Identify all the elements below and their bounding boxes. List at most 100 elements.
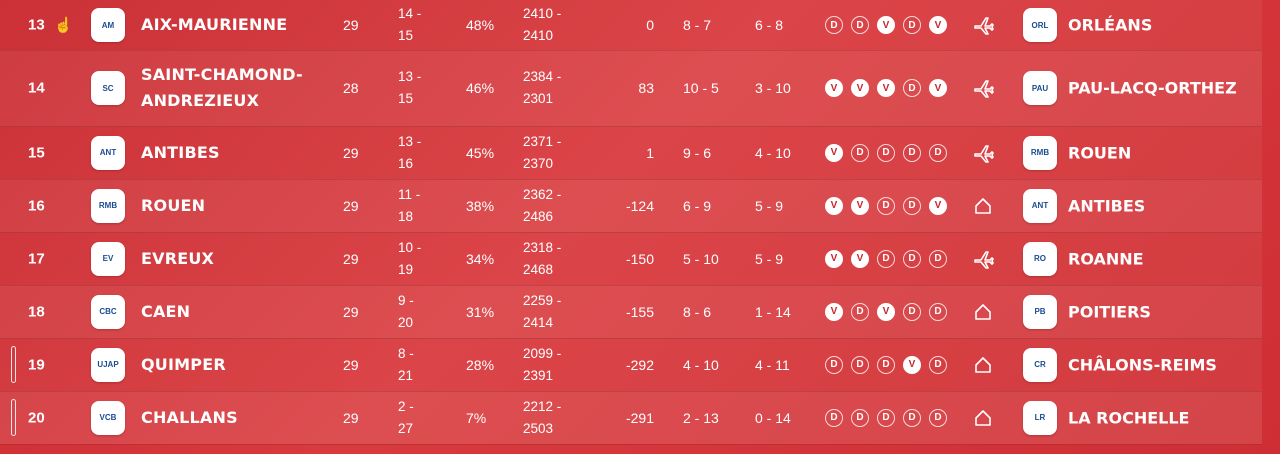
team-name[interactable]: SAINT-CHAMOND- ANDREZIEUX: [141, 62, 303, 114]
points-line: 2099 -: [523, 345, 562, 361]
loss-badge: D: [903, 408, 921, 427]
point-differential: -124: [625, 197, 654, 214]
point-differential: -291: [625, 409, 654, 426]
team-name[interactable]: AIX-MAURIENNE: [141, 12, 287, 38]
team-logo: EV: [91, 241, 125, 276]
home-house-icon: [972, 301, 994, 323]
win-percentage: 31%: [466, 303, 495, 320]
win-loss-line: 19: [398, 261, 414, 277]
points-line: 2391: [523, 367, 554, 383]
win-badge: V: [825, 143, 843, 162]
team-name[interactable]: CAEN: [141, 299, 190, 325]
loss-badge: D: [877, 196, 895, 215]
win-loss-record: 13 - 16: [398, 131, 421, 175]
loss-badge: D: [929, 408, 947, 427]
table-row[interactable]: 16 RMB ROUEN 29 11 - 18 38% 2362 - 2486 -124 6 - 9…: [0, 179, 1262, 233]
next-opponent-logo: PAU: [1023, 71, 1057, 105]
loss-badge: D: [877, 408, 895, 427]
loss-badge: D: [903, 302, 921, 321]
loss-badge: D: [877, 143, 895, 162]
team-logo: UJAP: [91, 347, 125, 382]
win-badge: V: [929, 196, 947, 215]
next-opponent-name[interactable]: CHÂLONS-REIMS: [1068, 355, 1217, 374]
points-line: 2362 -: [523, 186, 562, 202]
win-loss-line: 15: [398, 91, 414, 106]
win-badge: V: [851, 79, 869, 97]
win-loss-line: 27: [398, 420, 414, 436]
table-row[interactable]: 17 EV EVREUX 29 10 - 19 34% 2318 - 2468 -150 5 - 1…: [0, 232, 1262, 286]
next-opponent-name[interactable]: PAU-LACQ-ORTHEZ: [1068, 78, 1237, 98]
win-percentage: 28%: [466, 356, 495, 373]
win-loss-line: 8 -: [398, 345, 414, 361]
point-differential: 1: [646, 144, 654, 161]
points-for-against: 2099 - 2391: [523, 343, 561, 387]
next-opponent-name[interactable]: ROUEN: [1068, 143, 1132, 162]
rank-number: 14: [28, 79, 45, 97]
away-plane-icon: [972, 77, 994, 99]
team-name[interactable]: QUIMPER: [141, 352, 226, 378]
win-loss-line: 11 -: [398, 186, 421, 202]
table-row[interactable]: 15 ANT ANTIBES 29 13 - 16 45% 2371 - 2370 1 9 - 6 4…: [0, 126, 1262, 180]
points-for-against: 2362 - 2486: [523, 184, 561, 228]
points-for-against: 2212 - 2503: [523, 396, 561, 440]
home-record: 10 - 5: [683, 80, 719, 96]
team-name-line: ROUEN: [141, 195, 206, 215]
points-line: 2468: [523, 261, 554, 277]
team-name-line: ANTIBES: [141, 142, 220, 162]
point-differential: 83: [638, 80, 654, 96]
loss-badge: D: [877, 249, 895, 268]
team-logo: CBC: [91, 294, 125, 329]
away-record: 3 - 10: [755, 80, 791, 96]
points-line: 2414: [523, 314, 554, 330]
loss-badge: D: [851, 16, 869, 34]
points-line: 2259 -: [523, 292, 562, 308]
team-logo: AM: [91, 8, 125, 42]
win-badge: V: [851, 196, 869, 215]
relegation-marker: [11, 346, 16, 383]
team-name[interactable]: CHALLANS: [141, 405, 238, 431]
win-loss-record: 11 - 18: [398, 184, 420, 228]
win-badge: V: [825, 79, 843, 97]
win-badge: V: [877, 79, 895, 97]
points-line: 2370: [523, 155, 554, 171]
home-house-icon: [972, 195, 994, 217]
next-opponent-name[interactable]: ORLÉANS: [1068, 15, 1153, 35]
away-record: 0 - 14: [755, 409, 791, 426]
next-opponent-name[interactable]: ROANNE: [1068, 249, 1144, 268]
next-opponent-logo: ANT: [1023, 188, 1057, 223]
win-loss-line: 16: [398, 155, 414, 171]
next-opponent-logo: ORL: [1023, 8, 1057, 42]
team-name[interactable]: EVREUX: [141, 246, 214, 272]
games-played: 29: [343, 356, 359, 373]
away-plane-icon: [972, 14, 994, 36]
loss-badge: D: [903, 16, 921, 34]
points-for-against: 2371 - 2370: [523, 131, 561, 175]
team-logo: SC: [91, 71, 125, 105]
next-opponent-name[interactable]: LA ROCHELLE: [1068, 408, 1190, 427]
next-opponent-name[interactable]: ANTIBES: [1068, 196, 1146, 215]
away-record: 5 - 9: [755, 197, 784, 214]
rank-number: 13: [28, 16, 45, 34]
table-row[interactable]: 20 VCB CHALLANS 29 2 -27 7% 2212 -2503 -291 2 - …: [0, 391, 1262, 445]
team-name[interactable]: ANTIBES: [141, 140, 220, 166]
win-loss-record: 2 -27: [398, 396, 414, 440]
away-plane-icon: [972, 142, 994, 164]
table-row[interactable]: 13 ☝ AM AIX-MAURIENNE 29 14 - 15 48% 2410 - 2410 0…: [0, 0, 1262, 51]
win-badge: V: [929, 79, 947, 97]
table-row[interactable]: 14 SC SAINT-CHAMOND- ANDREZIEUX 28 13 - 15 46% 2…: [0, 50, 1262, 127]
table-row[interactable]: 19 UJAP QUIMPER 29 8 -21 28% 2099 -2391 -292 4 -…: [0, 338, 1262, 392]
win-loss-record: 13 - 15: [398, 66, 421, 110]
loss-badge: D: [929, 249, 947, 268]
next-opponent-name[interactable]: POITIERS: [1068, 302, 1151, 321]
team-name[interactable]: ROUEN: [141, 193, 205, 219]
win-loss-line: 20: [398, 314, 414, 330]
points-for-against: 2384 - 2301: [523, 66, 561, 110]
home-record: 4 - 10: [683, 356, 719, 373]
win-loss-line: 13 -: [398, 69, 422, 84]
points-line: 2212 -: [523, 398, 562, 414]
